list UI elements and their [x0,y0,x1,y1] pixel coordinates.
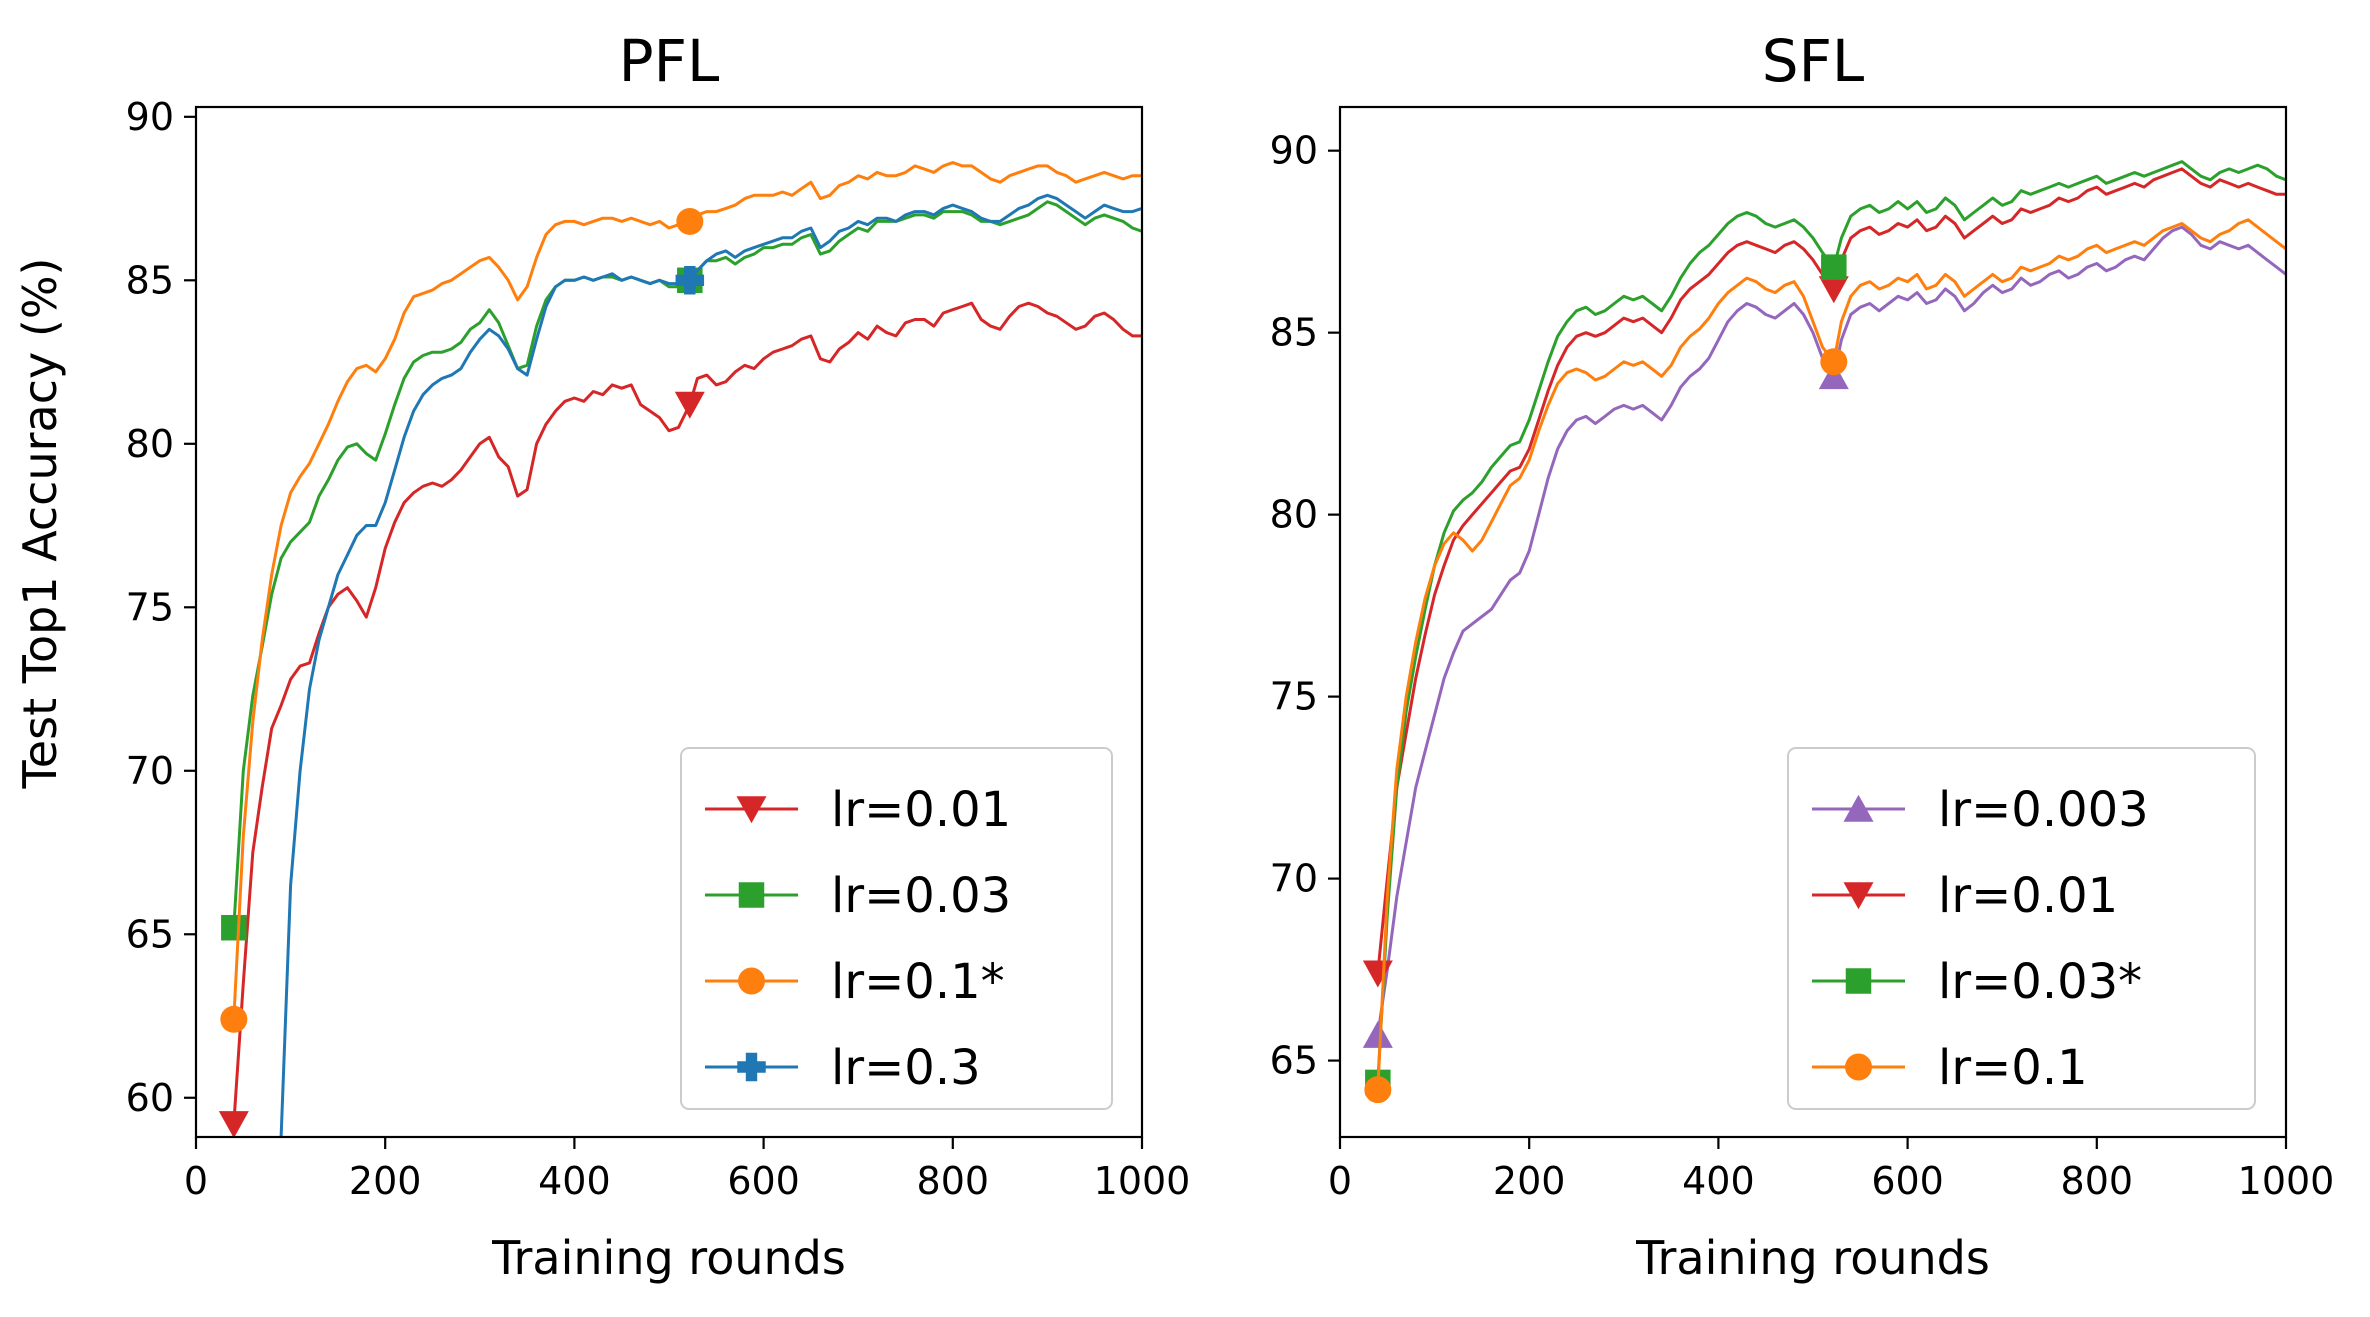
pfl-series-marker-lr-0-03 [221,914,247,941]
pfl-legend-box [680,747,1113,1110]
sfl-legend-swatch-marker [1843,882,1874,910]
pfl-y-ticks: 60 65 70 75 80 85 90 [126,95,196,1120]
pfl-x-tick-label: 0 [184,1159,208,1203]
sfl-legend-swatch-marker [1845,1053,1872,1081]
sfl-plot-area [1362,160,2286,1104]
pfl-legend-label: lr=0.3 [831,1040,981,1096]
pfl-legend-swatch-marker [738,882,765,908]
pfl-series-lr-0-1star [220,161,1142,1033]
sfl-legend-swatch-marker [1843,794,1874,822]
sfl-x-ticks: 0 200 400 600 800 1000 [1328,1137,2334,1203]
pfl-x-tick-label: 1000 [1094,1159,1191,1203]
pfl-chart: 0 200 400 600 800 1000 60 65 70 75 80 85 90 PFL Tra… [126,27,1191,1285]
shared-y-axis-label: Test Top1 Accuracy (%) [13,258,67,790]
pfl-series-marker-lr-0-3 [675,266,705,295]
sfl-series-lr-0-003 [1362,225,2286,1048]
pfl-legend-swatch-marker [736,796,767,824]
sfl-y-tick-label: 75 [1270,675,1318,719]
pfl-legend-label: lr=0.03 [831,868,1011,924]
sfl-legend-item-lr-0-01: lr=0.01 [1812,868,2118,924]
pfl-y-tick-label: 75 [126,585,174,629]
sfl-axes-frame [1338,105,2288,1139]
pfl-y-tick-label: 90 [126,95,174,139]
pfl-y-tick-label: 60 [126,1076,174,1120]
sfl-legend: lr=0.003 lr=0.01 lr=0.03* lr=0.1 [1787,747,2256,1110]
pfl-legend-item-lr-0-1star: lr=0.1* [705,954,1005,1010]
sfl-series-marker-lr-0-01 [1818,276,1849,304]
pfl-y-tick-label: 65 [126,912,174,956]
sfl-legend-label: lr=0.03* [1938,954,2142,1010]
sfl-series-marker-lr-0-1 [1820,348,1848,376]
sfl-x-tick-label: 1000 [2238,1159,2335,1203]
pfl-legend-label: lr=0.01 [831,782,1011,838]
pfl-legend-item-lr-0-3: lr=0.3 [705,1040,981,1096]
sfl-x-tick-label: 800 [2061,1159,2134,1203]
pfl-legend: lr=0.01 lr=0.03 lr=0.1* lr=0.3 [680,747,1113,1110]
sfl-y-tick-label: 65 [1270,1039,1318,1083]
sfl-series-marker-lr-0-003 [1362,1020,1393,1048]
sfl-y-tick-label: 80 [1270,493,1318,537]
sfl-y-ticks: 65 70 75 80 85 90 [1270,129,1340,1083]
sfl-y-tick-label: 90 [1270,129,1318,173]
sfl-x-tick-label: 400 [1682,1159,1755,1203]
sfl-series-marker-lr-0-003 [1818,362,1849,390]
pfl-series-marker-lr-0-01 [218,1111,249,1137]
sfl-x-tick-label: 200 [1493,1159,1566,1203]
sfl-legend-label: lr=0.1 [1938,1040,2088,1096]
pfl-x-tick-label: 800 [917,1159,990,1203]
sfl-y-tick-label: 70 [1270,857,1318,901]
pfl-y-tick-label: 85 [126,258,174,302]
sfl-series-lr-0-1 [1364,218,2286,1104]
sfl-legend-item-lr-0-03star: lr=0.03* [1812,954,2142,1010]
sfl-x-tick-label: 600 [1871,1159,1944,1203]
pfl-series-lr-0-01 [218,301,1142,1137]
pfl-series-marker-lr-0-01 [674,391,705,419]
pfl-chart-title: PFL [619,27,720,95]
pfl-legend-item-lr-0-03: lr=0.03 [705,868,1011,924]
sfl-y-tick-label: 85 [1270,311,1318,355]
sfl-legend-item-lr-0-003: lr=0.003 [1812,782,2149,838]
pfl-series-marker-lr-0-1star [220,1005,248,1033]
pfl-x-ticks: 0 200 400 600 800 1000 [184,1137,1190,1203]
pfl-series-lr-0-3 [279,193,1142,1137]
pfl-legend-swatch-marker [737,1052,766,1082]
pfl-series-marker-lr-0-1star [676,207,704,235]
pfl-axes-frame [194,105,1144,1139]
pfl-y-tick-label: 70 [126,749,174,793]
sfl-x-axis-label: Training rounds [1635,1231,1990,1285]
sfl-series-marker-lr-0-1 [1364,1076,1392,1104]
pfl-x-tick-label: 600 [727,1159,800,1203]
pfl-plot-area [218,161,1142,1137]
pfl-x-tick-label: 200 [349,1159,422,1203]
sfl-legend-swatch-marker [1845,968,1872,994]
sfl-series-marker-lr-0-03star [1821,254,1847,280]
pfl-legend-item-lr-0-01: lr=0.01 [705,782,1011,838]
sfl-chart: 0 200 400 600 800 1000 65 70 75 80 85 90 SFL Train… [1270,27,2335,1285]
pfl-series-line-lr-0-3 [279,193,1142,1137]
pfl-x-tick-label: 400 [538,1159,611,1203]
sfl-legend-label: lr=0.01 [1938,868,2118,924]
sfl-chart-title: SFL [1762,27,1865,95]
sfl-legend-box [1787,747,2256,1110]
pfl-legend-swatch-marker [738,967,765,995]
pfl-y-tick-label: 80 [126,422,174,466]
sfl-legend-item-lr-0-1: lr=0.1 [1812,1040,2088,1096]
pfl-legend-label: lr=0.1* [831,954,1005,1010]
sfl-x-tick-label: 0 [1328,1159,1352,1203]
sfl-legend-label: lr=0.003 [1938,782,2149,838]
pfl-x-axis-label: Training rounds [491,1231,846,1285]
